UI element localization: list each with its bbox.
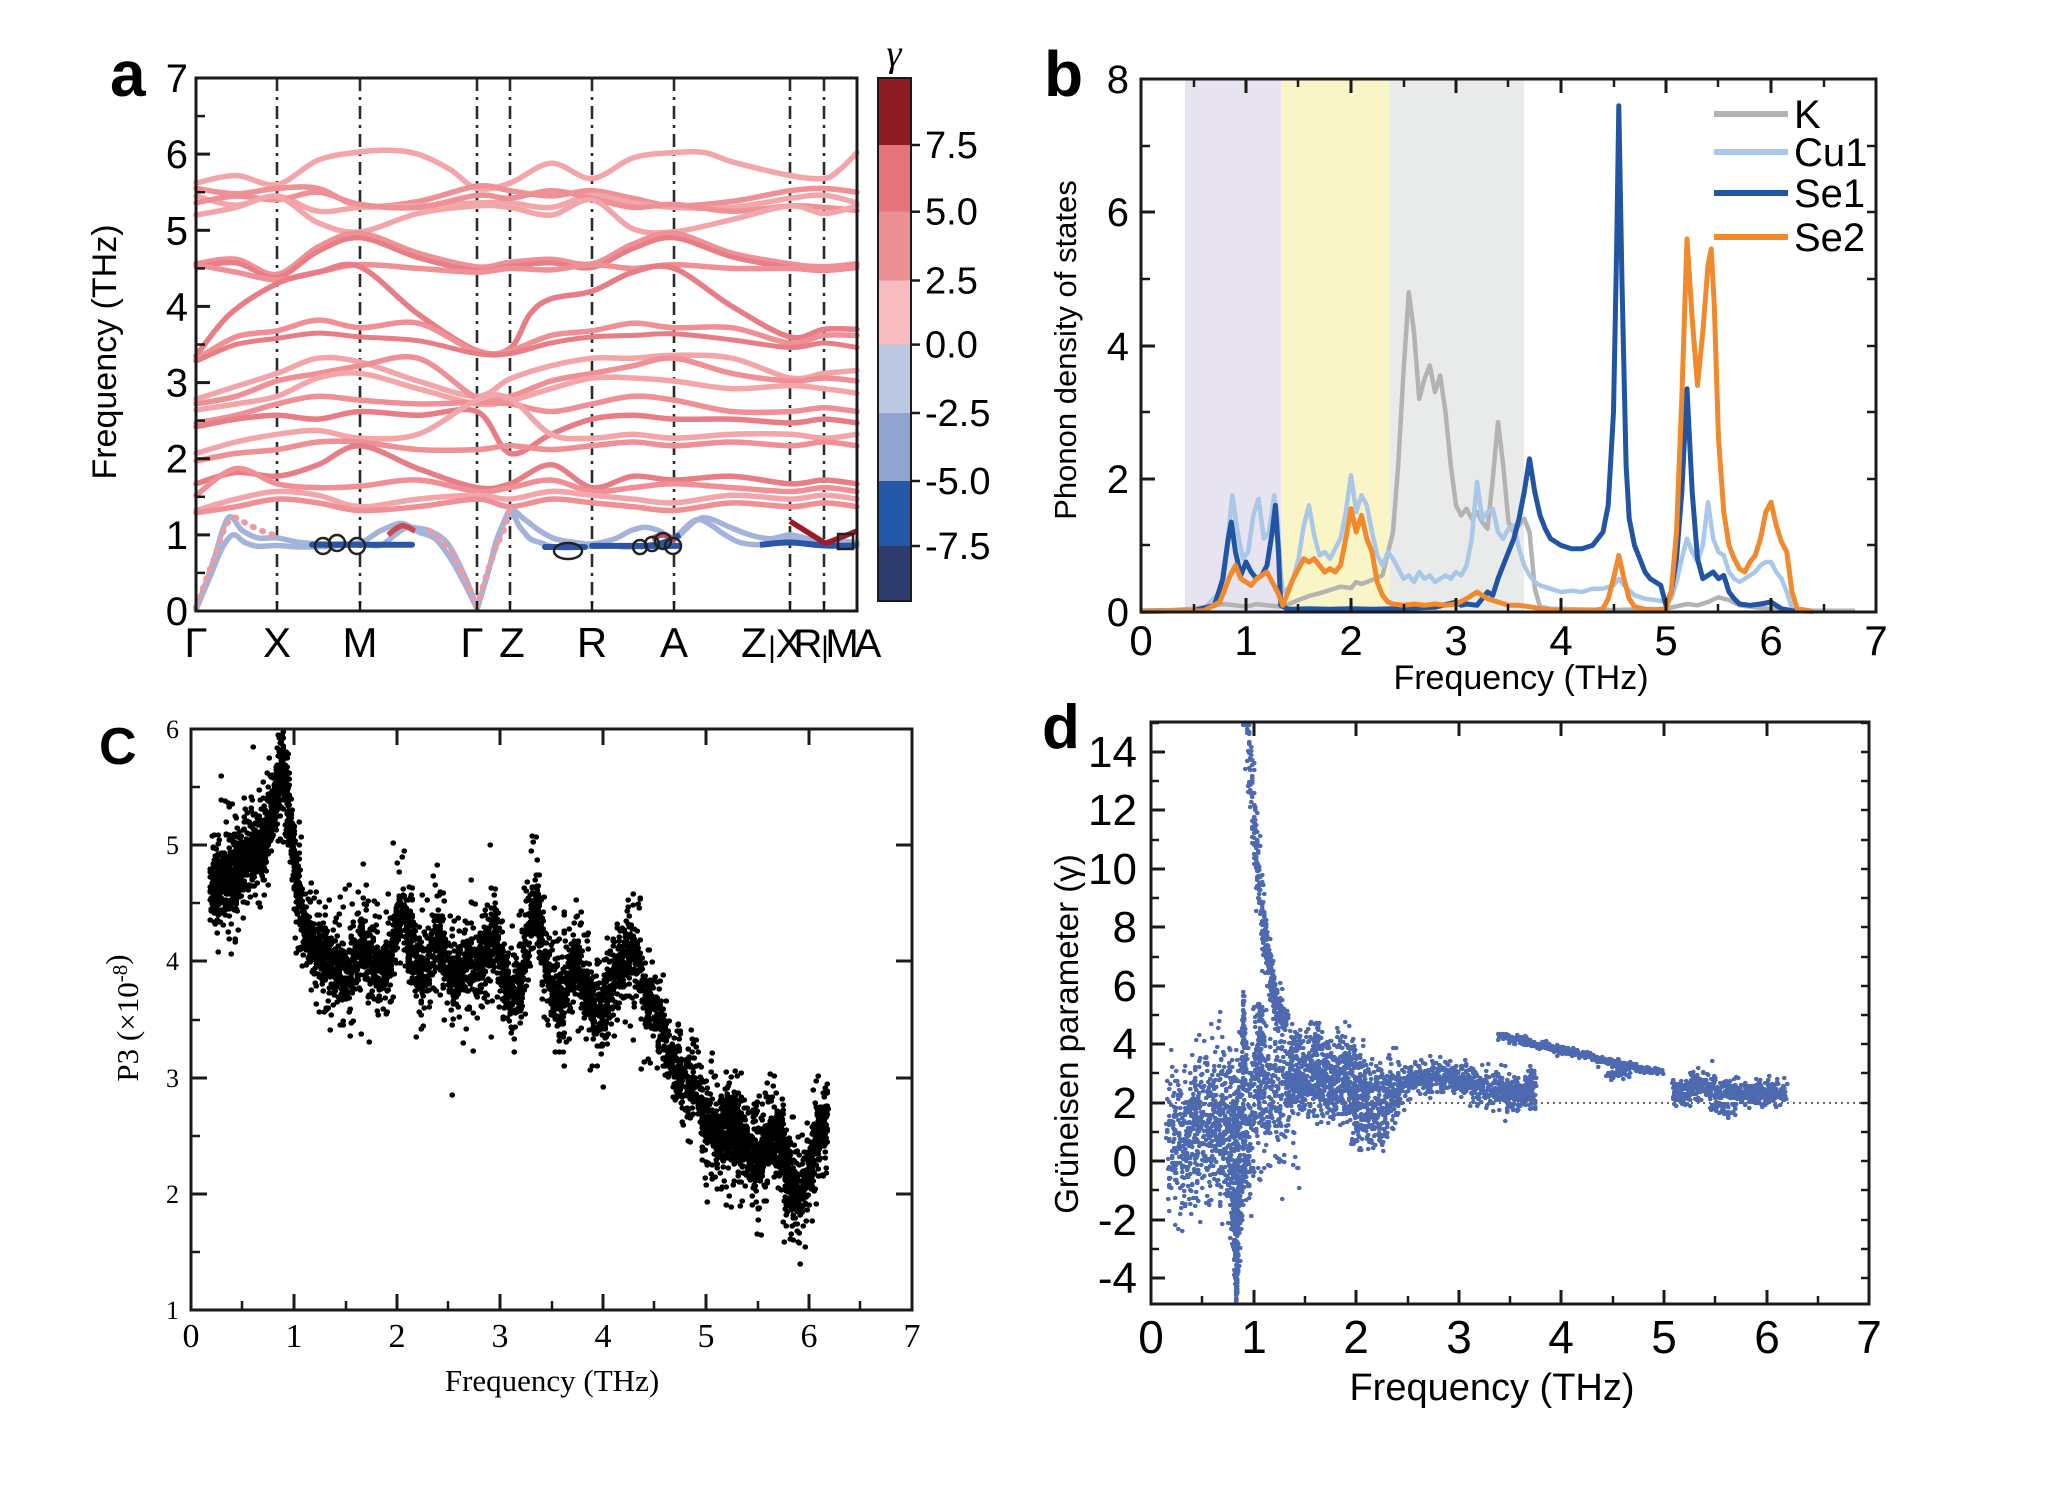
svg-text:3: 3 [166, 1064, 179, 1093]
svg-text:4: 4 [166, 947, 179, 976]
svg-text:-5.0: -5.0 [925, 461, 990, 503]
svg-text:Cu1: Cu1 [1794, 131, 1867, 175]
svg-text:2: 2 [389, 1318, 406, 1355]
svg-text:5.0: 5.0 [925, 192, 978, 234]
svg-text:4: 4 [1113, 1020, 1137, 1069]
svg-text:2.5: 2.5 [925, 261, 978, 303]
svg-text:C: C [99, 718, 137, 776]
svg-text:Frequency (THz): Frequency (THz) [1393, 659, 1648, 697]
svg-text:1: 1 [286, 1318, 303, 1355]
svg-text:5: 5 [1651, 1311, 1677, 1363]
svg-text:6: 6 [801, 1318, 818, 1355]
svg-text:2: 2 [1113, 1079, 1137, 1128]
svg-text:Frequency (THz): Frequency (THz) [86, 224, 124, 479]
svg-text:4: 4 [166, 285, 188, 329]
svg-text:3: 3 [166, 362, 188, 406]
svg-text:1: 1 [166, 1296, 179, 1325]
svg-text:0: 0 [1138, 1311, 1164, 1363]
svg-text:4: 4 [1549, 617, 1572, 664]
svg-text:6: 6 [166, 133, 188, 177]
svg-text:6: 6 [1113, 962, 1137, 1011]
svg-text:1: 1 [1241, 1311, 1267, 1363]
svg-text:Phonon density of states: Phonon density of states [1048, 180, 1083, 520]
svg-text:0: 0 [1129, 617, 1152, 664]
svg-text:Grüneisen parameter (γ): Grüneisen parameter (γ) [1048, 854, 1085, 1213]
svg-text:2: 2 [1339, 617, 1362, 664]
svg-text:A: A [855, 622, 882, 666]
svg-text:0: 0 [183, 1318, 200, 1355]
svg-text:5: 5 [166, 831, 179, 860]
svg-text:-7.5: -7.5 [925, 526, 990, 568]
svg-text:2: 2 [1343, 1311, 1369, 1363]
svg-text:3: 3 [1446, 1311, 1472, 1363]
svg-text:3: 3 [492, 1318, 509, 1355]
svg-text:d: d [1042, 693, 1080, 762]
svg-text:M: M [825, 622, 858, 666]
svg-text:|: | [821, 631, 829, 664]
svg-text:2: 2 [1107, 458, 1129, 502]
svg-text:6: 6 [1107, 191, 1129, 235]
svg-text:2: 2 [166, 1180, 179, 1209]
svg-text:-2.5: -2.5 [925, 393, 990, 435]
svg-text:6: 6 [1759, 617, 1782, 664]
svg-text:7.5: 7.5 [925, 125, 978, 167]
svg-text:Z: Z [741, 619, 767, 666]
svg-text:4: 4 [595, 1318, 612, 1355]
svg-text:M: M [343, 619, 378, 666]
svg-text:6: 6 [166, 715, 179, 744]
svg-text:0: 0 [1107, 591, 1129, 635]
svg-text:Se2: Se2 [1794, 216, 1865, 260]
svg-text:|: | [768, 631, 776, 664]
svg-text:7: 7 [904, 1318, 921, 1355]
svg-text:K: K [1794, 93, 1821, 137]
svg-text:Se1: Se1 [1794, 172, 1865, 216]
svg-text:Frequency (THz): Frequency (THz) [445, 1363, 659, 1398]
svg-text:5: 5 [698, 1318, 715, 1355]
svg-text:0: 0 [1113, 1137, 1137, 1186]
svg-text:5: 5 [1654, 617, 1677, 664]
svg-text:4: 4 [1548, 1311, 1574, 1363]
svg-text:2: 2 [166, 438, 188, 482]
svg-text:-4: -4 [1098, 1254, 1137, 1303]
svg-text:A: A [660, 619, 688, 666]
svg-text:γ: γ [887, 33, 903, 75]
svg-text:Frequency (THz): Frequency (THz) [1349, 1367, 1634, 1409]
svg-text:6: 6 [1754, 1311, 1780, 1363]
svg-text:X: X [263, 619, 291, 666]
svg-text:a: a [110, 38, 146, 110]
svg-text:12: 12 [1088, 786, 1137, 835]
svg-text:Γ: Γ [184, 619, 207, 666]
svg-text:R: R [577, 619, 607, 666]
svg-text:3: 3 [1444, 617, 1467, 664]
svg-text:0.0: 0.0 [925, 325, 978, 367]
svg-text:10: 10 [1088, 845, 1137, 894]
svg-text:1: 1 [1234, 617, 1257, 664]
svg-text:X: X [776, 622, 803, 666]
svg-text:b: b [1044, 38, 1083, 110]
svg-text:R: R [794, 622, 823, 666]
svg-text:7: 7 [1864, 617, 1887, 664]
svg-text:4: 4 [1107, 325, 1129, 369]
svg-text:8: 8 [1113, 903, 1137, 952]
svg-text:8: 8 [1107, 58, 1129, 102]
svg-text:7: 7 [1856, 1311, 1882, 1363]
svg-text:14: 14 [1088, 728, 1137, 777]
svg-text:0: 0 [166, 590, 188, 634]
svg-text:Γ: Γ [460, 619, 483, 666]
svg-text:1: 1 [166, 514, 188, 558]
svg-text:-2: -2 [1098, 1196, 1137, 1245]
svg-text:Z: Z [499, 619, 525, 666]
svg-text:5: 5 [166, 209, 188, 253]
svg-text:7: 7 [166, 57, 188, 101]
